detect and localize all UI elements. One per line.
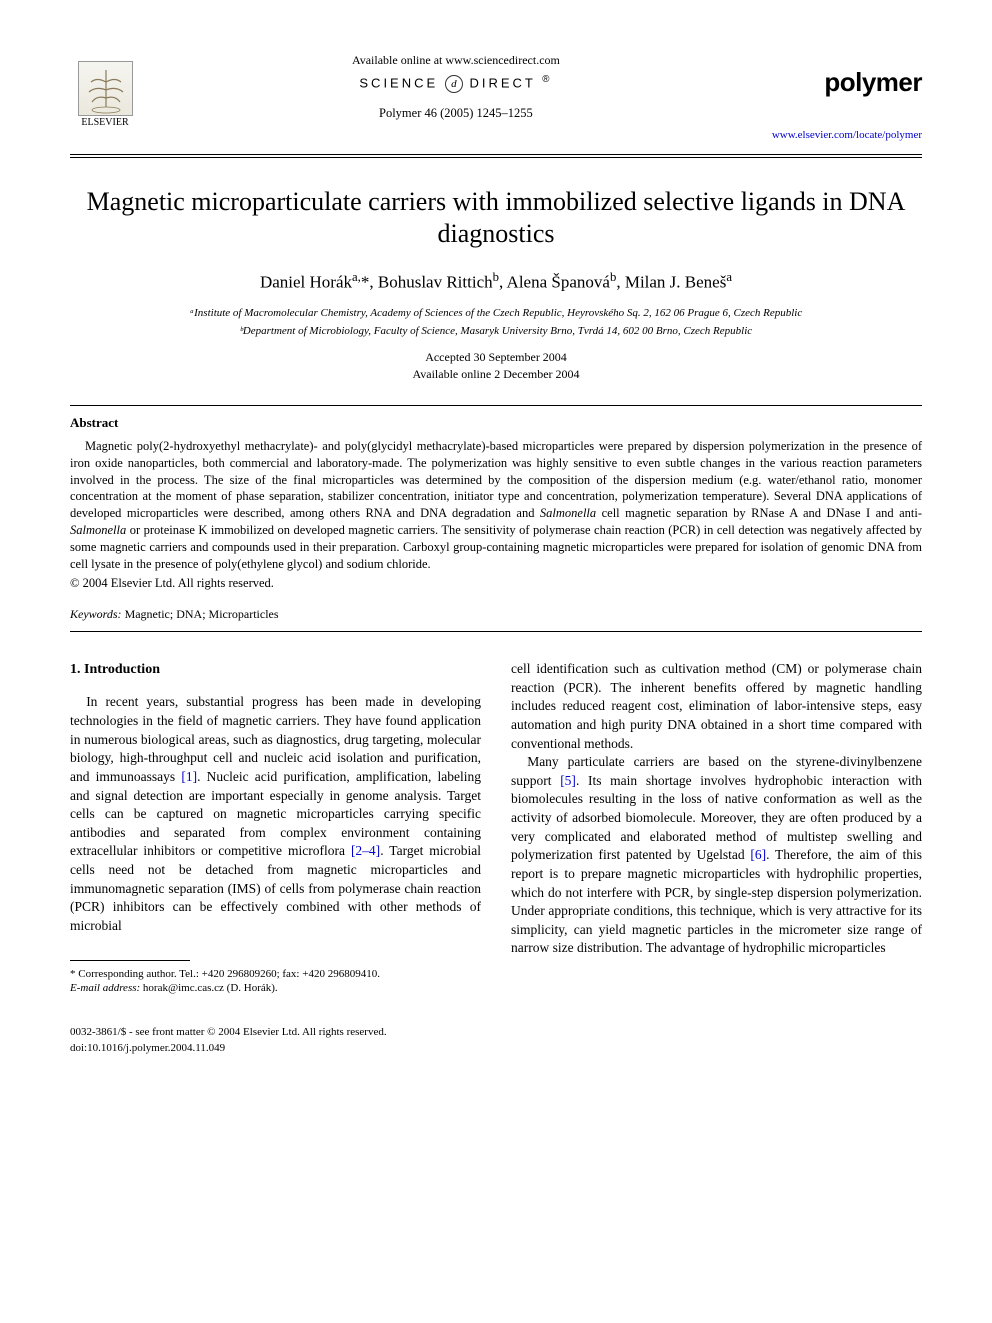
authors-line: Daniel Horáka,*, Bohuslav Rittichb, Alen… (70, 269, 922, 294)
article-title: Magnetic microparticulate carriers with … (70, 186, 922, 251)
intro-para-1: In recent years, substantial progress ha… (70, 693, 481, 935)
affiliation-b: ᵇDepartment of Microbiology, Faculty of … (70, 324, 922, 339)
sciencedirect-logo: SCIENCE d DIRECT ® (140, 73, 772, 93)
email-value: horak@imc.cas.cz (D. Horák). (140, 982, 278, 994)
accepted-date: Accepted 30 September 2004 (70, 349, 922, 366)
abstract-heading: Abstract (70, 414, 922, 432)
doi-line: doi:10.1016/j.polymer.2004.11.049 (70, 1041, 922, 1056)
intro-para-2: Many particulate carriers are based on t… (511, 753, 922, 958)
polymer-logo-text: polymer (772, 64, 922, 100)
affiliation-a: ᵃInstitute of Macromolecular Chemistry, … (70, 306, 922, 321)
sd-right: DIRECT (469, 75, 535, 90)
elsevier-logo: ELSEVIER (70, 50, 140, 130)
rule-abstract-bottom (70, 631, 922, 632)
corresponding-author-footnote: * Corresponding author. Tel.: +420 29680… (70, 967, 481, 996)
journal-logo-block: polymer www.elsevier.com/locate/polymer (772, 50, 922, 144)
article-dates: Accepted 30 September 2004 Available onl… (70, 349, 922, 383)
header-center: Available online at www.sciencedirect.co… (140, 50, 772, 122)
front-matter-line: 0032-3861/$ - see front matter © 2004 El… (70, 1025, 922, 1040)
journal-url-link[interactable]: www.elsevier.com/locate/polymer (772, 128, 922, 143)
body-columns: 1. Introduction In recent years, substan… (70, 660, 922, 995)
abstract-text: Magnetic poly(2-hydroxyethyl methacrylat… (70, 438, 922, 573)
column-right: cell identification such as cultivation … (511, 660, 922, 995)
intro-para-1-cont: cell identification such as cultivation … (511, 660, 922, 753)
column-left: 1. Introduction In recent years, substan… (70, 660, 481, 995)
available-online-text: Available online at www.sciencedirect.co… (140, 52, 772, 69)
online-date: Available online 2 December 2004 (70, 366, 922, 383)
email-label: E-mail address: (70, 982, 140, 994)
journal-header: ELSEVIER Available online at www.science… (70, 50, 922, 144)
elsevier-tree-icon (78, 61, 133, 116)
keywords-label: Keywords: (70, 607, 122, 621)
rule-abstract-top (70, 405, 922, 406)
elsevier-label: ELSEVIER (81, 116, 128, 130)
rule-top (70, 154, 922, 155)
corr-email-line: E-mail address: horak@imc.cas.cz (D. Hor… (70, 981, 481, 995)
copyright-line: © 2004 Elsevier Ltd. All rights reserved… (70, 575, 922, 593)
corr-author-line: * Corresponding author. Tel.: +420 29680… (70, 967, 481, 981)
journal-reference: Polymer 46 (2005) 1245–1255 (140, 105, 772, 123)
footer-block: 0032-3861/$ - see front matter © 2004 El… (70, 1025, 922, 1056)
sd-at-icon: d (445, 75, 463, 93)
section-1-heading: 1. Introduction (70, 660, 481, 679)
keywords-line: Keywords: Magnetic; DNA; Microparticles (70, 606, 922, 623)
rule-thin (70, 157, 922, 158)
sd-left: SCIENCE (359, 75, 438, 90)
footnote-rule (70, 960, 190, 961)
keywords-text: Magnetic; DNA; Microparticles (122, 607, 279, 621)
